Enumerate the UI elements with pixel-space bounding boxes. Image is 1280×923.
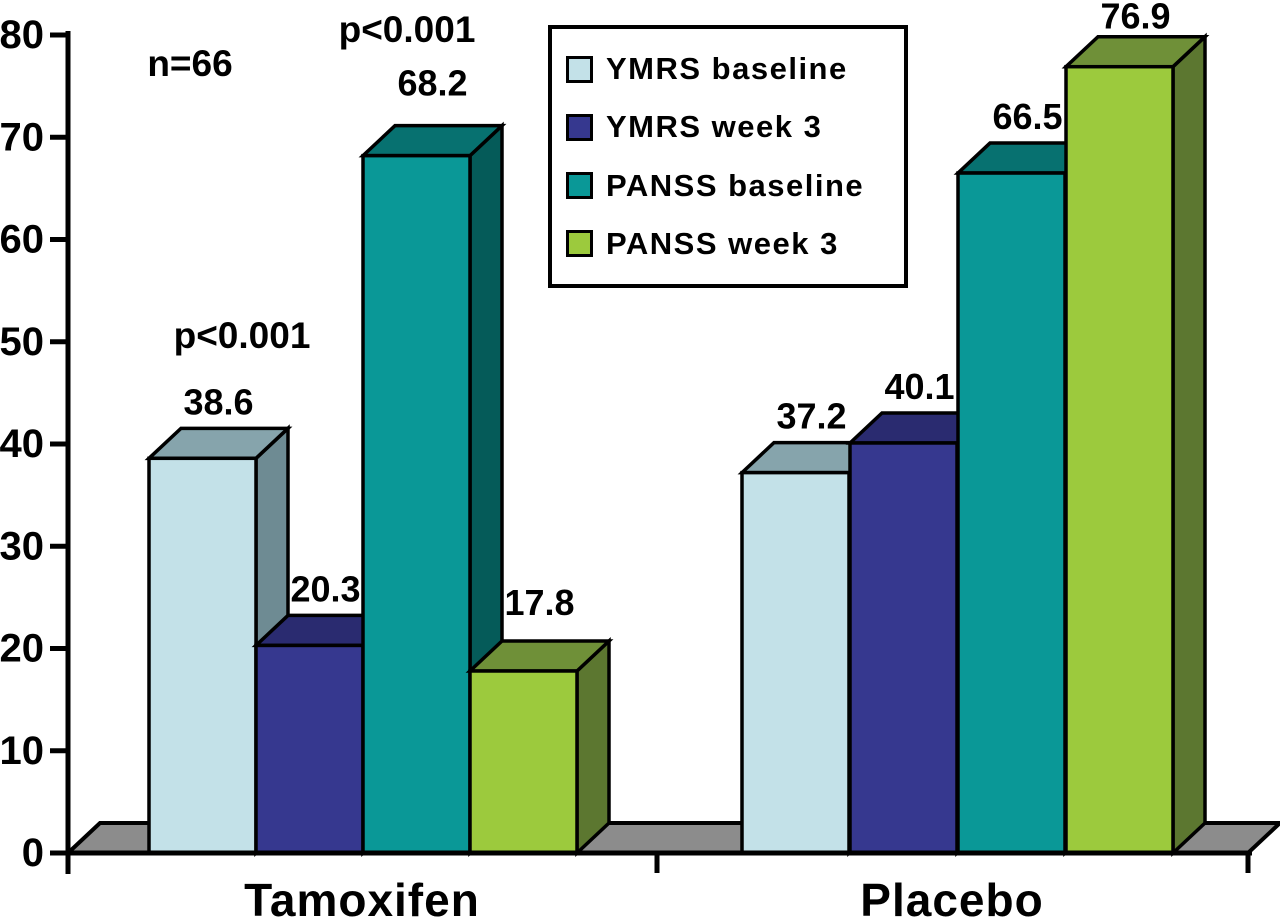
bar-side-placebo-panss-week-3 — [1171, 32, 1207, 858]
category-label-placebo: Placebo — [860, 874, 1043, 923]
legend-item-ymrs-week3: YMRS week 3 — [566, 109, 904, 145]
y-tick-label-50: 50 — [0, 320, 44, 364]
legend-item-panss-baseline: PANSS baseline — [566, 168, 904, 204]
legend-swatch-ymrs-baseline — [566, 55, 593, 83]
value-label-tamoxifen-panss-week-3: 17.8 — [504, 582, 574, 623]
legend-swatch-ymrs-week3 — [566, 113, 593, 141]
legend: YMRS baseline YMRS week 3 PANSS baseline… — [548, 25, 908, 288]
value-label-placebo-panss-week-3: 76.9 — [1100, 0, 1170, 37]
value-label-tamoxifen-panss-baseline: 68.2 — [397, 63, 467, 104]
bar-placebo-ymrs-baseline — [740, 470, 851, 855]
y-tick-label-0: 0 — [22, 831, 44, 875]
legend-label-panss-baseline: PANSS baseline — [606, 167, 865, 203]
annotation-sample-size: n=66 — [147, 43, 232, 84]
bar-tamoxifen-panss-week-3 — [468, 669, 579, 855]
annotation-p-ymrs: p<0.001 — [174, 315, 311, 356]
y-tick-label-70: 70 — [0, 115, 44, 159]
value-label-placebo-ymrs-week-3: 40.1 — [884, 366, 954, 407]
legend-item-panss-week3: PANSS week 3 — [566, 226, 904, 262]
legend-item-ymrs-baseline: YMRS baseline — [566, 51, 904, 87]
y-tick-label-10: 10 — [0, 729, 44, 773]
bar-placebo-panss-week-3 — [1064, 64, 1175, 855]
annotation-p-panss: p<0.001 — [339, 9, 476, 50]
bar-tamoxifen-panss-baseline — [361, 153, 472, 855]
legend-label-panss-week3: PANSS week 3 — [606, 225, 839, 261]
category-label-tamoxifen: Tamoxifen — [244, 874, 480, 923]
legend-label-ymrs-week3: YMRS week 3 — [606, 109, 823, 145]
bar-placebo-ymrs-week-3 — [848, 441, 959, 855]
value-label-tamoxifen-ymrs-week-3: 20.3 — [290, 568, 360, 609]
legend-swatch-panss-week3 — [566, 230, 593, 258]
y-tick-label-60: 60 — [0, 218, 44, 262]
bar-side-tamoxifen-panss-week-3 — [575, 636, 611, 858]
value-label-tamoxifen-ymrs-baseline: 38.6 — [183, 381, 253, 422]
y-tick-label-40: 40 — [0, 422, 44, 466]
bar-tamoxifen-ymrs-week-3 — [254, 643, 365, 855]
legend-swatch-panss-baseline — [566, 172, 593, 200]
bar-placebo-panss-baseline — [956, 171, 1067, 855]
y-tick-label-20: 20 — [0, 627, 44, 671]
y-tick-label-80: 80 — [0, 13, 44, 57]
value-label-placebo-panss-baseline: 66.5 — [992, 96, 1062, 137]
value-label-placebo-ymrs-baseline: 37.2 — [776, 396, 846, 437]
legend-label-ymrs-baseline: YMRS baseline — [606, 51, 848, 87]
bar-tamoxifen-ymrs-baseline — [147, 456, 258, 855]
y-tick-label-30: 30 — [0, 524, 44, 568]
